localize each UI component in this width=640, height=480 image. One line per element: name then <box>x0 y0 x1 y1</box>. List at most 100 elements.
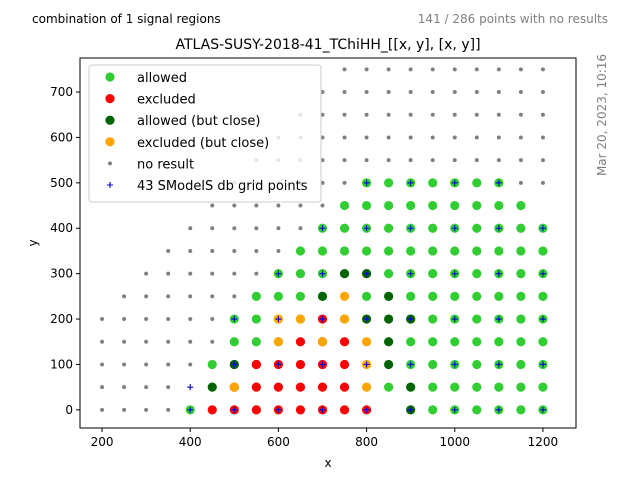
point-allowed-but-close <box>406 382 416 392</box>
plot-marks <box>100 67 548 415</box>
point-allowed <box>450 200 460 211</box>
point-no-result <box>540 112 545 117</box>
point-grid-point <box>451 361 458 368</box>
legend-label-allowed: allowed <box>137 71 187 86</box>
point-allowed <box>428 359 438 370</box>
point-allowed <box>339 223 350 233</box>
point-no-result <box>518 112 523 117</box>
point-excluded-but-close <box>317 337 328 347</box>
point-no-result <box>496 67 501 72</box>
point-allowed-but-close <box>384 337 394 347</box>
point-no-result <box>496 135 501 140</box>
point-grid-point <box>451 406 458 413</box>
point-grid-point <box>319 361 326 368</box>
legend-label-excluded-close: excluded (but close) <box>137 136 269 151</box>
point-no-result <box>540 158 545 163</box>
point-no-result <box>386 135 391 140</box>
point-allowed <box>428 269 438 279</box>
x-tick-label: 1000 <box>439 435 470 449</box>
point-allowed <box>428 405 438 415</box>
point-allowed <box>339 200 350 211</box>
point-allowed <box>273 291 283 301</box>
legend-marker-no-result <box>108 161 112 166</box>
point-allowed <box>207 359 217 370</box>
point-allowed <box>494 246 504 256</box>
point-no-result <box>122 294 127 299</box>
point-no-result <box>518 158 523 163</box>
point-no-result <box>540 135 545 140</box>
point-no-result <box>254 248 259 253</box>
point-allowed <box>472 223 482 233</box>
point-grid-point <box>451 270 458 277</box>
y-tick-label: 400 <box>50 221 73 235</box>
point-allowed <box>406 337 416 347</box>
point-allowed <box>339 246 350 256</box>
point-no-result <box>452 67 457 72</box>
point-allowed <box>406 246 416 256</box>
point-allowed <box>251 291 261 301</box>
point-no-result <box>122 317 127 322</box>
point-grid-point <box>451 316 458 323</box>
point-no-result <box>430 112 435 117</box>
point-grid-point <box>539 361 546 368</box>
y-tick-label: 500 <box>50 176 73 190</box>
legend-label-grid-point: 43 SModelS db grid points <box>137 179 308 194</box>
point-grid-point <box>495 316 502 323</box>
point-no-result <box>276 203 281 208</box>
point-no-result <box>518 135 523 140</box>
point-allowed <box>516 223 526 233</box>
point-grid-point <box>363 225 370 232</box>
point-excluded <box>251 359 261 370</box>
point-allowed <box>538 291 548 301</box>
point-excluded <box>339 359 350 370</box>
point-grid-point <box>319 316 326 323</box>
point-allowed <box>361 291 372 301</box>
point-grid-point <box>539 270 546 277</box>
point-no-result <box>386 158 391 163</box>
point-no-result <box>144 362 149 367</box>
point-no-result <box>342 67 347 72</box>
y-tick-label: 0 <box>65 403 73 417</box>
point-excluded-but-close <box>273 337 283 347</box>
point-grid-point <box>187 406 194 413</box>
x-axis-ticks: 200 400 600 800 1000 1200 <box>91 428 558 449</box>
point-no-result <box>100 407 105 412</box>
point-no-result <box>342 90 347 95</box>
point-excluded-but-close <box>339 314 350 324</box>
point-grid-point <box>451 179 458 186</box>
legend-label-no-result: no result <box>137 157 194 172</box>
point-no-result <box>166 407 171 412</box>
point-allowed <box>384 200 394 211</box>
point-no-result <box>144 271 149 276</box>
x-tick-label: 600 <box>267 435 290 449</box>
point-no-result <box>342 158 347 163</box>
point-allowed <box>450 246 460 256</box>
point-allowed <box>384 269 394 279</box>
point-allowed <box>384 246 394 256</box>
point-no-result <box>100 362 105 367</box>
point-allowed <box>494 337 504 347</box>
x-tick-label: 400 <box>179 435 202 449</box>
point-allowed <box>494 291 504 301</box>
point-allowed <box>428 178 438 188</box>
point-grid-point <box>275 406 282 413</box>
point-no-result <box>122 407 127 412</box>
point-no-result <box>188 226 193 231</box>
point-grid-point <box>363 406 370 413</box>
point-no-result <box>540 180 545 185</box>
point-grid-point <box>495 225 502 232</box>
point-no-result <box>254 203 259 208</box>
signal-regions-label: combination of 1 signal regions <box>32 12 221 26</box>
point-allowed <box>450 291 460 301</box>
point-grid-point <box>539 406 546 413</box>
point-grid-point <box>407 316 414 323</box>
point-allowed-but-close <box>384 291 394 301</box>
point-allowed <box>384 178 394 188</box>
point-no-result <box>166 317 171 322</box>
point-excluded <box>317 382 328 392</box>
point-no-result <box>430 90 435 95</box>
legend-marker-grid-point <box>107 182 113 188</box>
point-grid-point <box>539 225 546 232</box>
point-no-result <box>518 90 523 95</box>
